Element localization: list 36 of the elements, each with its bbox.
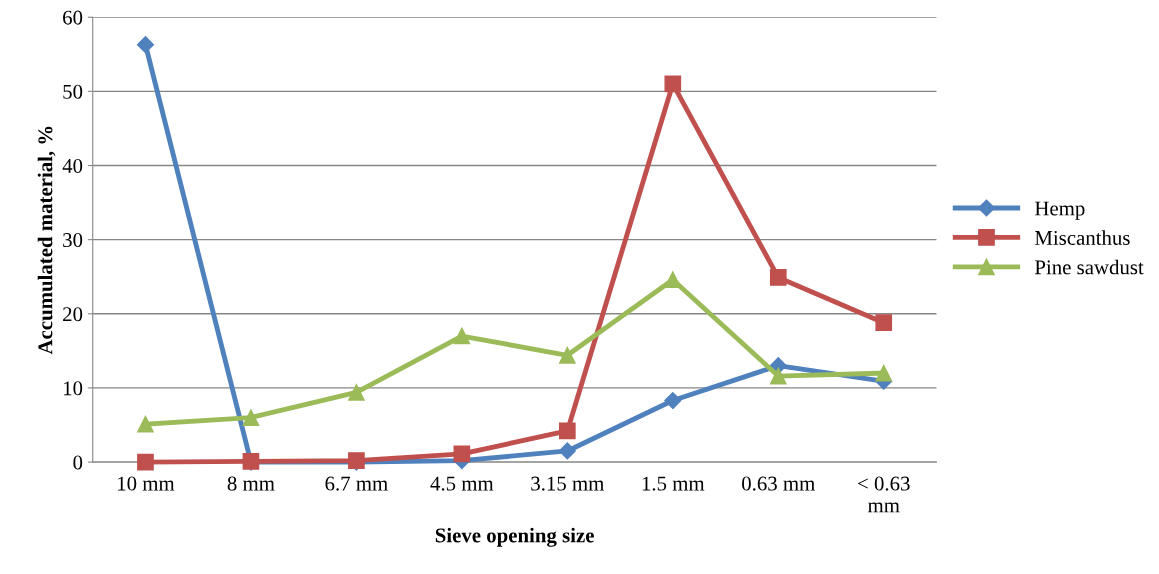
x-axis-title: Sieve opening size [435, 527, 594, 547]
point [453, 327, 471, 345]
legend-label: Hemp [1034, 201, 1085, 220]
y-tick-label: 20 [63, 307, 83, 322]
x-tick-label: 1.5 mm [642, 476, 705, 491]
point [558, 346, 576, 364]
point [242, 409, 260, 426]
point [875, 364, 893, 382]
x-tick-label: 0.63 mm [742, 476, 815, 491]
point [136, 36, 155, 54]
point [664, 75, 682, 93]
x-tick-label: 3.15 mm [531, 476, 605, 491]
point [664, 391, 682, 410]
x-tick-label: 8 mm [227, 476, 275, 491]
point [769, 269, 787, 286]
point [769, 367, 787, 385]
y-tick-label: 60 [63, 10, 83, 25]
point [558, 422, 576, 440]
x-tick-label: < 0.63 mm [858, 476, 910, 513]
point [348, 384, 365, 401]
point [453, 445, 471, 463]
x-tick-label: 6.7 mm [325, 476, 388, 491]
y-tick-label: 30 [63, 233, 83, 248]
legend-label: Pine sawdust [1034, 259, 1144, 275]
point [558, 442, 576, 460]
y-tick-label: 50 [63, 84, 83, 99]
point [137, 415, 154, 433]
y-axis-title: Accumulated material, % [37, 126, 56, 355]
y-tick-label: 40 [62, 158, 83, 173]
point [875, 314, 893, 332]
y-tick-label: 10 [64, 381, 83, 396]
legend-label: Miscanthus [1034, 230, 1130, 245]
y-tick-label: 0 [73, 455, 83, 470]
x-tick-label: 10 mm [118, 476, 175, 491]
x-tick-label: 4.5 mm [430, 476, 494, 491]
point [137, 453, 154, 471]
